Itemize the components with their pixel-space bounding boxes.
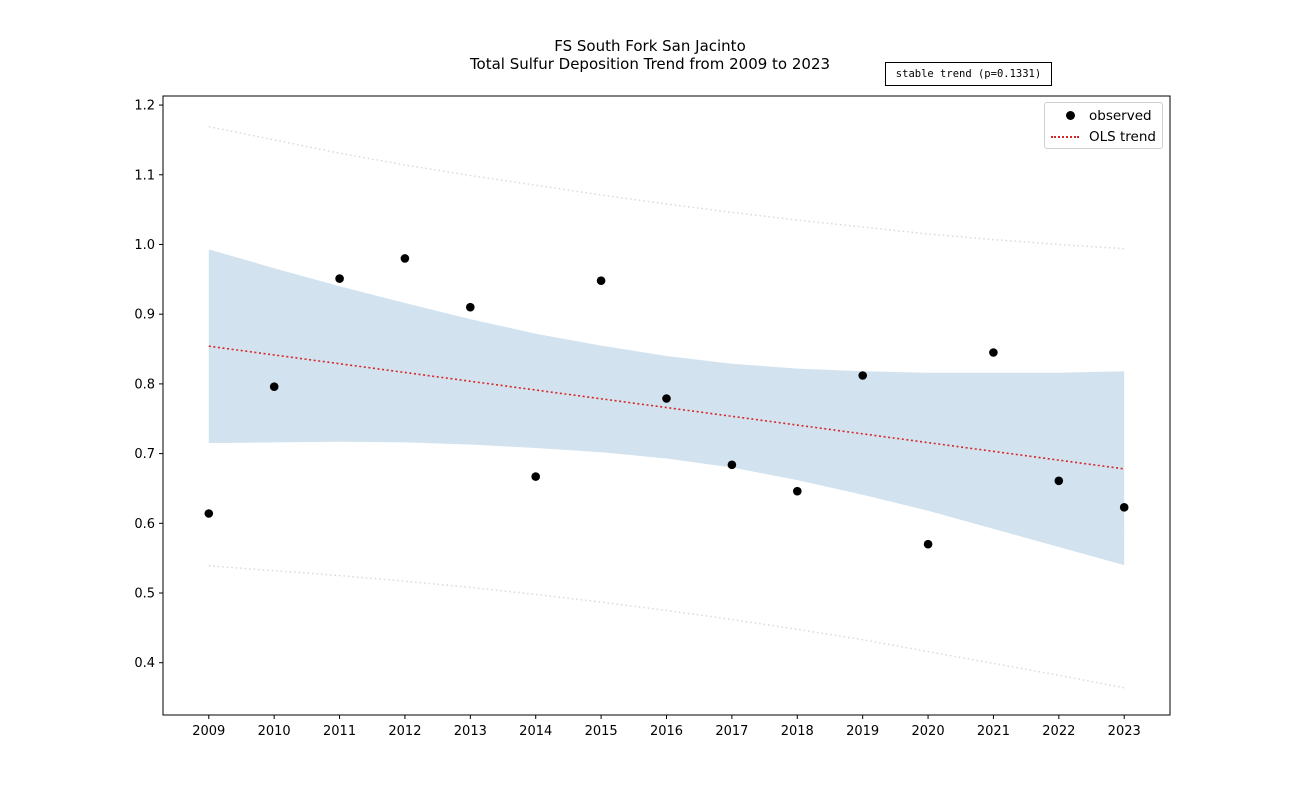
x-tick-label-2023: 2023 — [1108, 724, 1141, 739]
x-tick-label-2009: 2009 — [192, 724, 225, 739]
prediction-bound-upper — [208, 125, 1125, 250]
trend-annotation: stable trend (p=0.1331) — [885, 62, 1052, 86]
observed-point-2014 — [531, 472, 540, 481]
observed-point-2010 — [269, 382, 279, 392]
y-tick-label-1.2: 1.2 — [134, 99, 155, 114]
ols-trend-line — [208, 345, 1125, 470]
legend: observed OLS trend — [1044, 102, 1163, 149]
x-tick-label-2018: 2018 — [781, 724, 814, 739]
x-tick-label-2013: 2013 — [454, 724, 487, 739]
y-tick-label-0.4: 0.4 — [134, 656, 155, 671]
observed-point-2011 — [335, 274, 344, 283]
x-tick-label-2021: 2021 — [977, 724, 1010, 739]
y-tick-label-0.5: 0.5 — [134, 587, 155, 602]
observed-point-2012 — [400, 254, 410, 263]
observed-point-2023 — [1119, 503, 1129, 512]
legend-entry-observed: observed — [1045, 106, 1162, 126]
chart-title: FS South Fork San Jacinto — [554, 37, 746, 55]
x-tick-label-2011: 2011 — [323, 724, 356, 739]
y-tick-label-0.7: 0.7 — [134, 447, 155, 462]
x-tick-label-2016: 2016 — [650, 724, 683, 739]
x-tick-label-2014: 2014 — [519, 724, 552, 739]
observed-point-2016 — [662, 394, 671, 403]
legend-label-ols-trend: OLS trend — [1089, 129, 1156, 145]
legend-marker-dotted-line — [1051, 127, 1079, 147]
chart-subtitle: Total Sulfur Deposition Trend from 2009 … — [469, 55, 831, 73]
observed-point-2020 — [923, 539, 933, 549]
legend-label-observed: observed — [1089, 108, 1152, 124]
observed-point-2018 — [793, 486, 802, 496]
observed-point-2022 — [1054, 476, 1064, 486]
observed-point-2015 — [596, 276, 606, 286]
observed-point-2019 — [858, 371, 867, 380]
x-tick-label-2019: 2019 — [846, 724, 879, 739]
observed-point-2017 — [727, 460, 737, 470]
prediction-bound-lower — [208, 565, 1125, 689]
x-tick-label-2017: 2017 — [715, 724, 748, 739]
y-tick-label-1.1: 1.1 — [134, 168, 155, 183]
x-tick-label-2020: 2020 — [912, 724, 945, 739]
x-tick-label-2015: 2015 — [585, 724, 618, 739]
y-tick-label-0.6: 0.6 — [134, 517, 155, 532]
observed-point-2009 — [204, 509, 214, 518]
y-tick-label-1: 1.0 — [134, 238, 155, 253]
y-tick-label-0.9: 0.9 — [134, 308, 155, 323]
legend-entry-ols-trend: OLS trend — [1045, 127, 1162, 147]
x-tick-label-2022: 2022 — [1042, 724, 1075, 739]
x-tick-label-2010: 2010 — [258, 724, 291, 739]
y-tick-label-0.8: 0.8 — [134, 377, 155, 392]
legend-marker-dot — [1051, 106, 1079, 126]
observed-point-2021 — [989, 348, 998, 357]
x-tick-label-2012: 2012 — [388, 724, 421, 739]
observed-point-2013 — [466, 302, 475, 312]
